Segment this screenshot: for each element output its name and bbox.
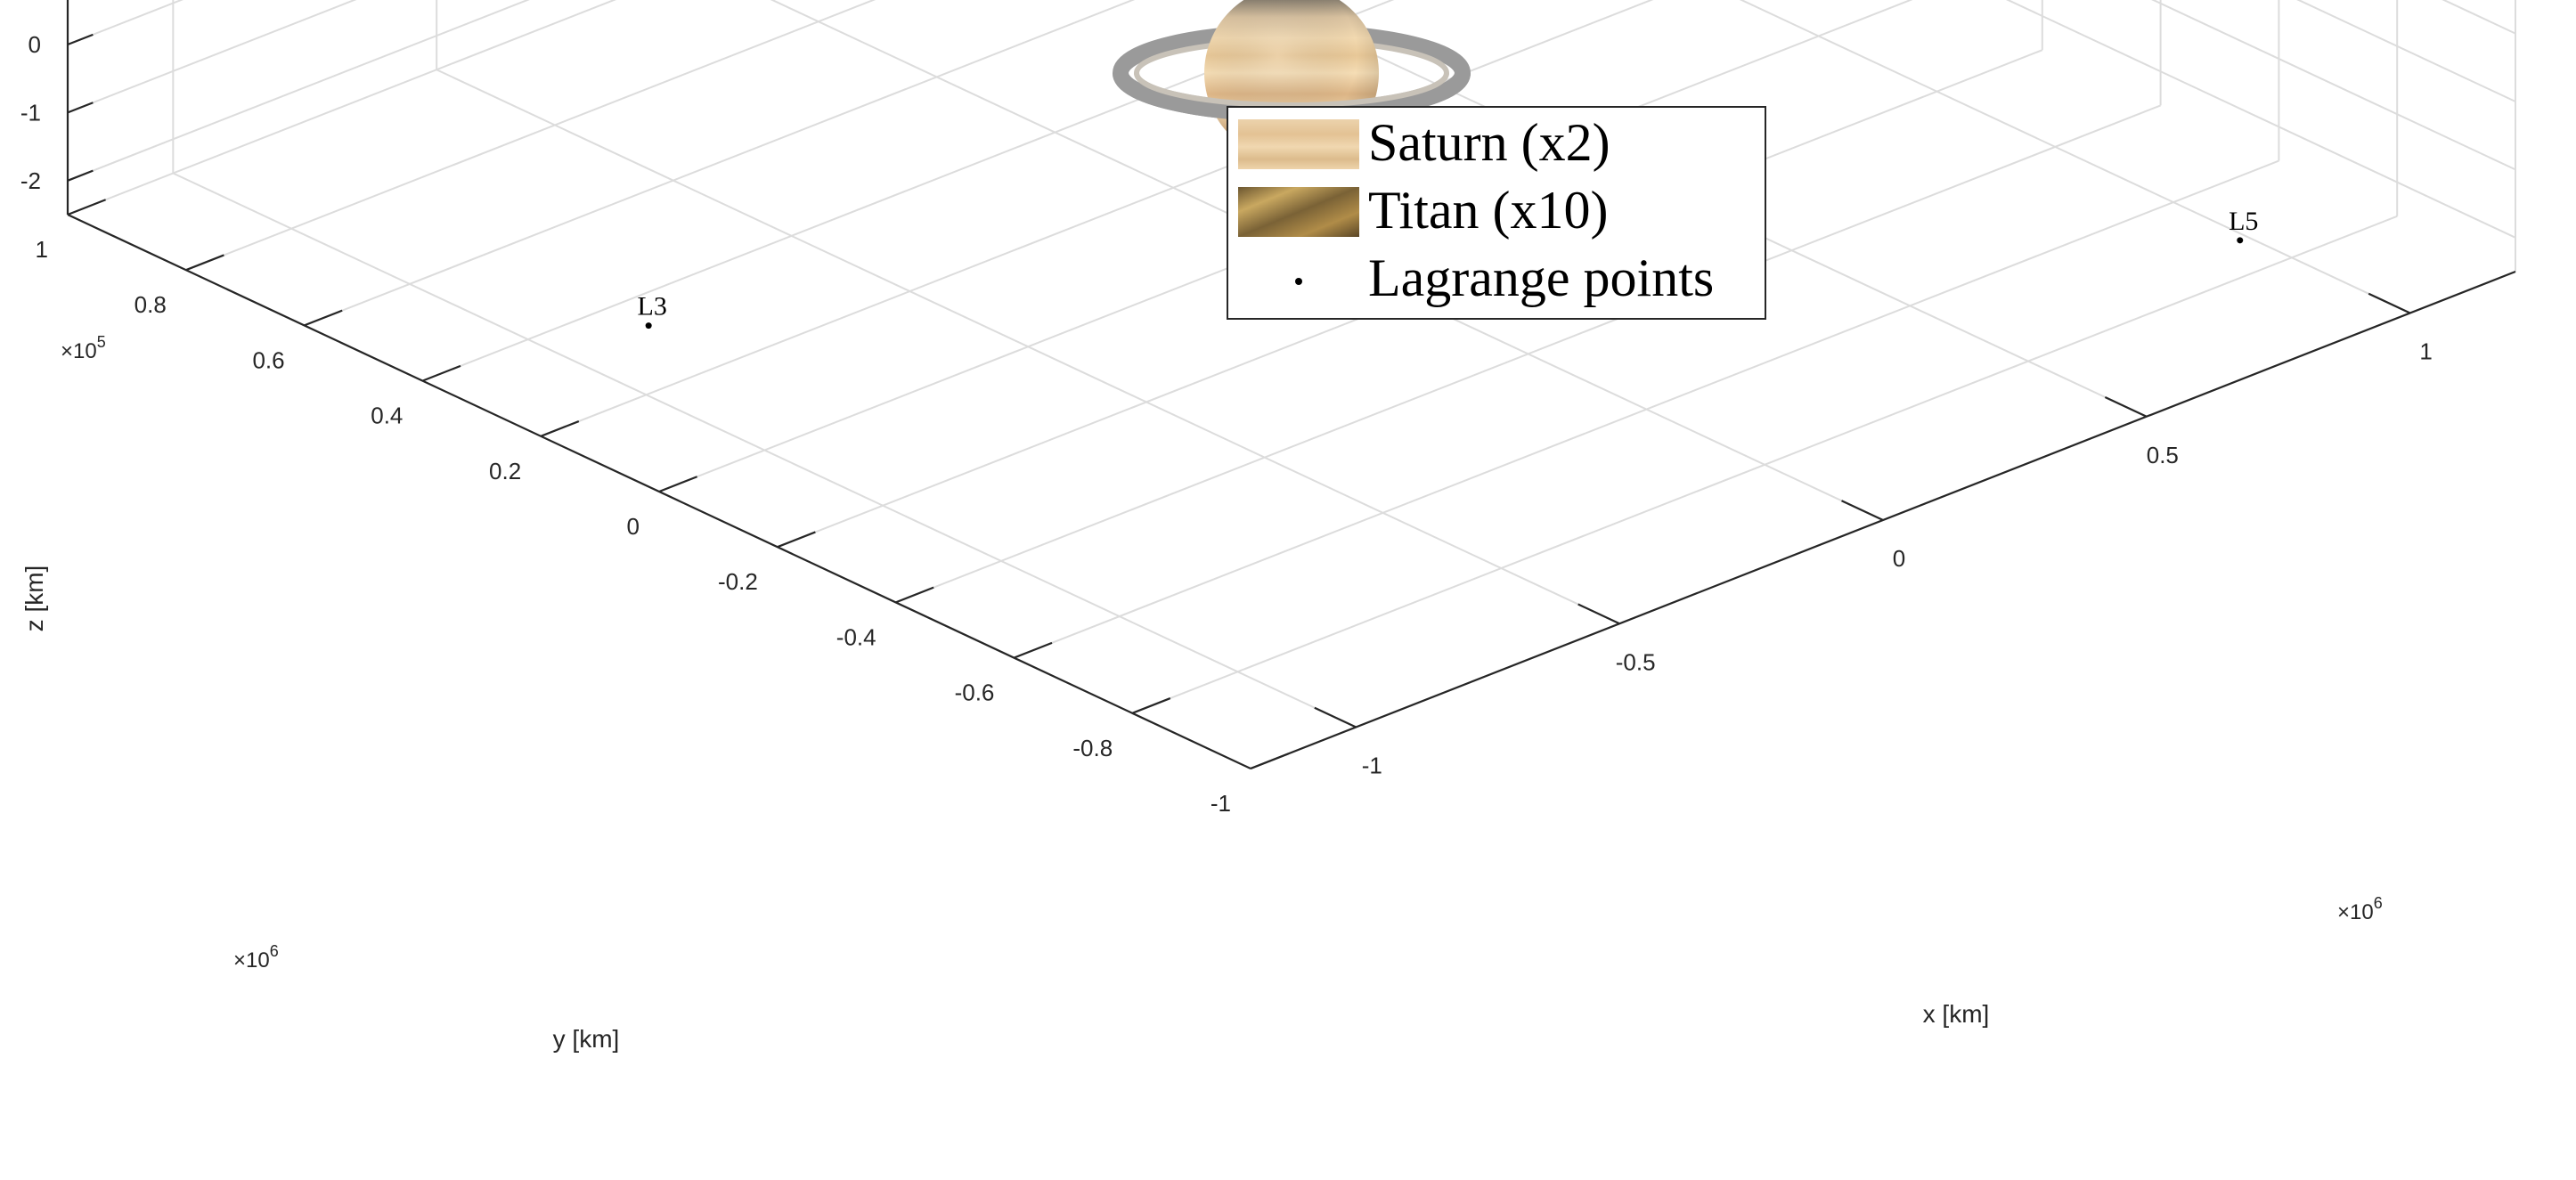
y-tick-label: -1	[1211, 790, 1231, 817]
y-tick-mark	[304, 309, 343, 327]
legend-swatch-lagrange	[1295, 278, 1302, 285]
x-tick-label: -1	[1362, 753, 1382, 779]
y-tick-mark	[1250, 753, 1290, 770]
y-tick-label: -0.2	[718, 568, 758, 595]
y-tick-label: 1	[36, 236, 48, 263]
axes	[66, 0, 2516, 770]
grid-floor-y	[67, 0, 617, 216]
lagrange-point-l3	[645, 322, 652, 330]
y-tick-label: 0.8	[135, 291, 167, 318]
y-tick-mark	[777, 531, 816, 549]
grid-floor-y	[422, 0, 1395, 382]
x-tick-mark	[1577, 603, 1620, 625]
x-tick-mark	[2368, 292, 2411, 314]
grid-floor-y	[1014, 159, 2279, 659]
grid-floor-y	[304, 0, 1136, 327]
y-tick-label: 0	[627, 513, 640, 540]
legend-swatch-saturn	[1238, 119, 1359, 169]
z-tick-label: -1	[20, 99, 41, 126]
y-tick-label: 0.2	[489, 458, 521, 484]
lagrange-point-l5	[2237, 237, 2244, 244]
y-tick-mark	[1131, 697, 1171, 714]
y-tick-label: 0.4	[371, 403, 403, 429]
x-tick-mark	[2104, 395, 2148, 418]
grid-floor-y	[540, 0, 1654, 437]
y-tick-mark	[658, 476, 698, 493]
y-tick-mark	[67, 199, 107, 216]
grid-floor-y	[895, 104, 2161, 604]
grid-wall-z	[2441, 0, 2516, 35]
grid-wall-z	[2296, 0, 2516, 102]
x-tick-label: 1	[2419, 338, 2432, 365]
saturn-ring-front-inner	[1134, 72, 1449, 108]
grid-wall-z	[67, 0, 357, 114]
x-tick-label: 0	[1893, 545, 1905, 572]
z-tick-label: 0	[29, 31, 41, 58]
legend-label-lagrange: Lagrange points	[1368, 248, 1714, 307]
y-tick-mark	[895, 586, 934, 604]
z-axis-label: z [km]	[20, 566, 48, 632]
y-tick-label: -0.6	[955, 680, 995, 706]
legend-label-saturn: Saturn (x2)	[1368, 113, 1610, 172]
y-tick-label: -0.8	[1072, 735, 1113, 761]
tick-labels: -1 -0.5 0 0.5 1 -1 -0.8 -0.6 -0.4 -0.2 0 0.2 0.4 0.6 0…	[20, 31, 2433, 817]
z-tick-label: -2	[20, 167, 41, 194]
y-tick-mark	[421, 364, 461, 382]
x-axis-label: x [km]	[1923, 1000, 1990, 1028]
grid-wall-z	[67, 0, 530, 182]
y-tick-mark	[1013, 641, 1053, 659]
x-tick-mark	[1314, 706, 1357, 728]
x-tick-label: -0.5	[1616, 648, 1656, 675]
z-tick-mark	[67, 169, 94, 182]
x-tick-mark	[1841, 500, 1884, 521]
lagrange-label-l5: L5	[2229, 207, 2258, 236]
z-exponent-label: ×105	[61, 333, 106, 363]
legend-label-titan: Titan (x10)	[1368, 181, 1608, 240]
z-tick-mark	[67, 33, 94, 46]
y-tick-label: -0.4	[836, 623, 876, 650]
y-tick-mark	[185, 254, 224, 272]
legend-swatch-titan	[1238, 187, 1359, 237]
grid-floor-y	[1131, 215, 2398, 714]
grid-floor-y	[185, 0, 876, 272]
y-axis-label: y [km]	[553, 1025, 620, 1053]
y-tick-mark	[540, 420, 580, 437]
z-tick-mark	[67, 102, 94, 114]
y-exponent-label: ×106	[233, 942, 279, 972]
legend: Saturn (x2) Titan (x10) Lagrange points	[1227, 106, 1766, 320]
grid-wall-z	[2151, 0, 2516, 171]
lagrange-label-l3: L3	[638, 292, 667, 321]
lagrange-points: L1L2L3L4L5	[638, 207, 2258, 330]
grid-wall-z	[2006, 0, 2516, 239]
y-tick-label: 0.6	[252, 346, 284, 373]
x-tick-label: 0.5	[2147, 442, 2179, 468]
x-exponent-label: ×106	[2337, 894, 2383, 924]
